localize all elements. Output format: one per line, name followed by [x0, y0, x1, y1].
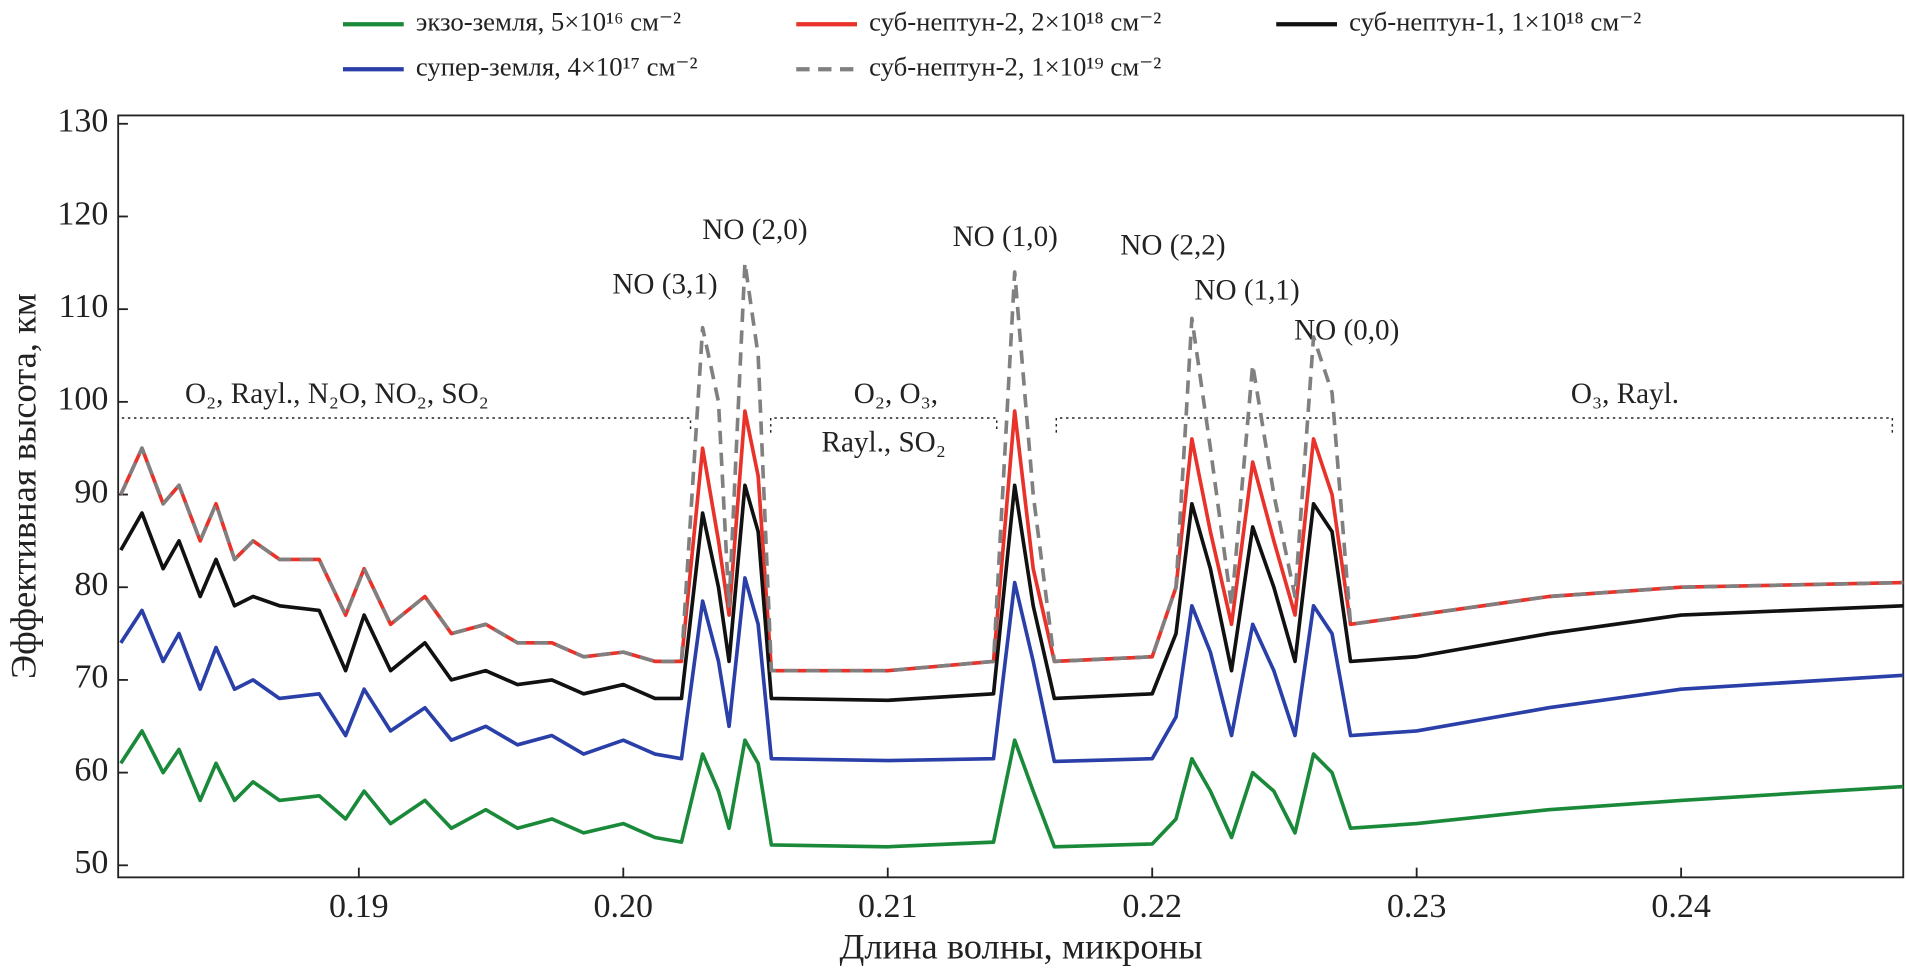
legend-label: суб-нептун-2, 1×10¹⁹ см⁻²: [869, 51, 1161, 81]
y-tick-label: 100: [57, 381, 108, 418]
y-tick-label: 110: [59, 288, 109, 325]
annotation: NO (2,0): [702, 214, 807, 246]
y-tick-label: 60: [74, 751, 108, 788]
region-bracket: [769, 417, 998, 433]
plot-frame: [117, 114, 1905, 879]
annotation: NO (1,1): [1194, 275, 1299, 307]
annotation: Rayl., SO₂: [822, 426, 946, 458]
legend-label: суб-нептун-1, 1×10¹⁸ см⁻²: [1349, 6, 1641, 36]
y-tick-label: 90: [74, 473, 108, 510]
legend-label: суб-нептун-2, 2×10¹⁸ см⁻²: [869, 6, 1161, 36]
y-tick-label: 130: [57, 103, 108, 140]
series-line: [119, 483, 1904, 703]
region-bracket: [117, 417, 692, 433]
y-tick-label: 120: [57, 195, 108, 232]
annotation: O₂, O₃,: [854, 378, 938, 410]
x-tick-label: 0.24: [1651, 888, 1711, 925]
x-axis-label: Длина волны, микроны: [840, 927, 1203, 967]
x-tick-label: 0.21: [858, 888, 918, 925]
x-tick-label: 0.22: [1122, 888, 1182, 925]
annotation: O₂, Rayl., N₂O, NO₂, SO₂: [185, 378, 489, 410]
x-tick-label: 0.23: [1387, 888, 1447, 925]
annotation: NO (2,2): [1120, 230, 1225, 262]
annotation: NO (1,0): [953, 221, 1058, 253]
annotation: NO (3,1): [612, 268, 717, 300]
y-tick-label: 70: [74, 659, 108, 696]
series-line: [119, 729, 1904, 849]
legend-label: супер-земля, 4×10¹⁷ см⁻²: [416, 51, 698, 81]
annotation: NO (0,0): [1294, 315, 1399, 347]
y-tick-label: 50: [74, 844, 108, 881]
series-line: [119, 260, 1904, 673]
legend-label: экзо-земля, 5×10¹⁶ см⁻²: [416, 6, 681, 36]
y-axis-label: Эффективная высота, км: [3, 293, 43, 679]
annotation: O₃, Rayl.: [1571, 378, 1679, 410]
x-tick-label: 0.19: [329, 888, 389, 925]
series-line: [119, 576, 1904, 764]
region-bracket: [1055, 417, 1894, 433]
y-tick-label: 80: [74, 566, 108, 603]
series-line: [119, 409, 1904, 673]
x-tick-label: 0.20: [594, 888, 654, 925]
